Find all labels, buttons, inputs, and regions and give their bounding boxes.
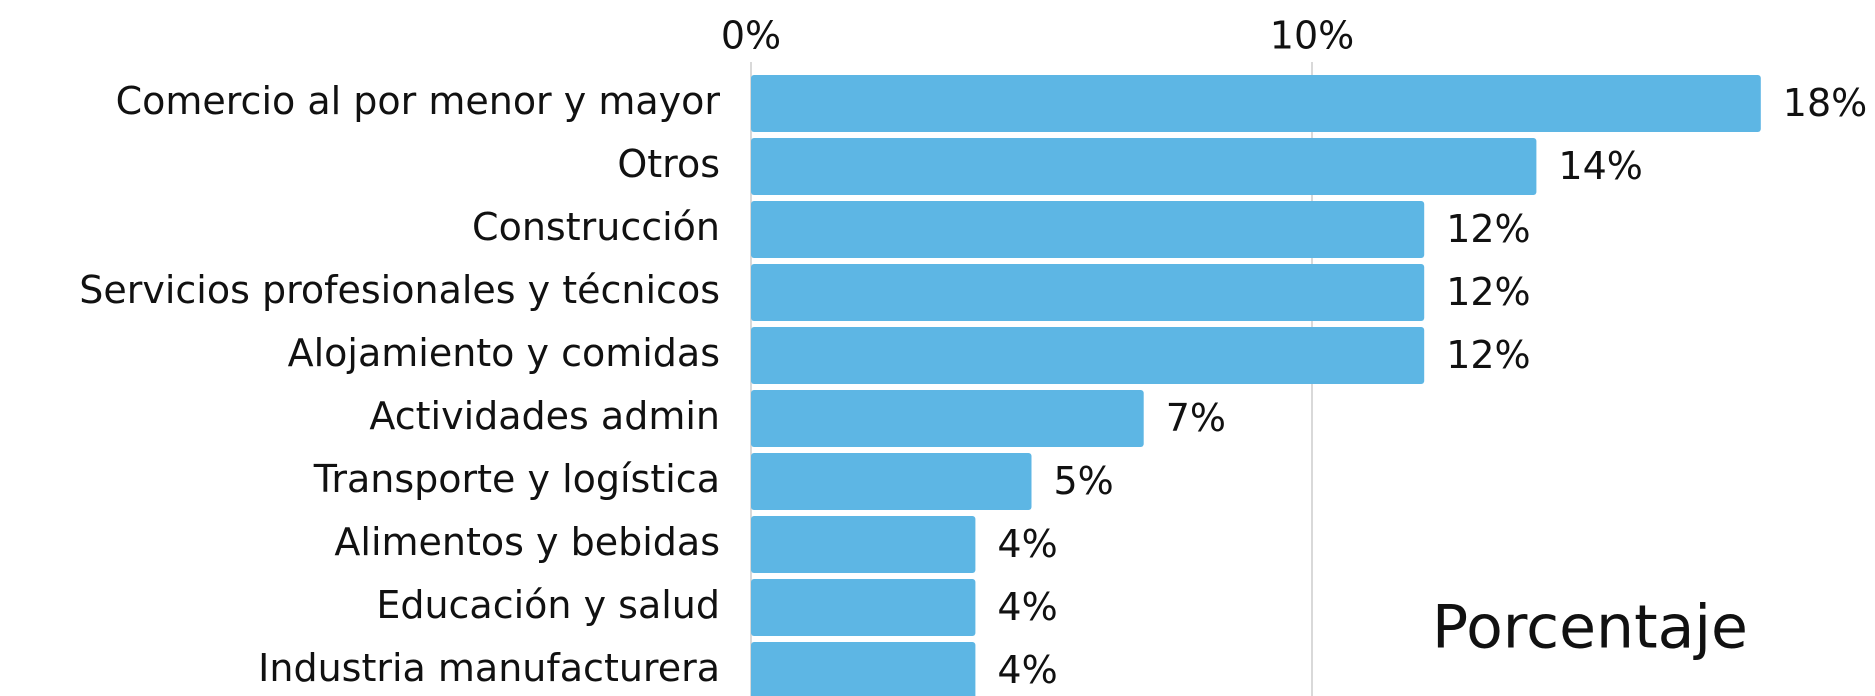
value-label: 18% bbox=[1783, 81, 1867, 125]
bar bbox=[751, 138, 1537, 195]
value-label: 7% bbox=[1166, 396, 1226, 440]
y-tick-label: Industria manufacturera bbox=[258, 646, 720, 690]
y-tick-label: Alojamiento y comidas bbox=[288, 331, 720, 375]
y-tick-label: Alimentos y bebidas bbox=[334, 520, 720, 564]
bar bbox=[751, 579, 976, 636]
bar bbox=[751, 516, 976, 573]
y-tick-label: Actividades admin bbox=[369, 394, 720, 438]
y-tick-label: Construcción bbox=[472, 205, 720, 249]
bar bbox=[751, 642, 976, 696]
bar bbox=[751, 75, 1761, 132]
axis-title: Porcentaje bbox=[1432, 593, 1748, 663]
y-tick-label: Comercio al por menor y mayor bbox=[116, 79, 721, 123]
value-label: 4% bbox=[997, 585, 1057, 629]
bar bbox=[751, 201, 1425, 258]
value-label: 4% bbox=[997, 648, 1057, 692]
value-label: 12% bbox=[1446, 270, 1530, 314]
x-tick-label: 10% bbox=[1270, 14, 1354, 58]
bar bbox=[751, 264, 1425, 321]
bar bbox=[751, 390, 1144, 447]
value-label: 4% bbox=[997, 522, 1057, 566]
value-label: 5% bbox=[1054, 459, 1114, 503]
y-tick-label: Otros bbox=[617, 142, 720, 186]
y-tick-label: Servicios profesionales y técnicos bbox=[79, 268, 720, 312]
value-label: 12% bbox=[1446, 207, 1530, 251]
y-tick-label: Transporte y logística bbox=[313, 457, 720, 501]
bar bbox=[751, 327, 1425, 384]
y-tick-label: Educación y salud bbox=[376, 583, 720, 627]
value-label: 14% bbox=[1558, 144, 1642, 188]
x-tick-label: 0% bbox=[721, 14, 781, 58]
bar bbox=[751, 453, 1032, 510]
value-label: 12% bbox=[1446, 333, 1530, 377]
